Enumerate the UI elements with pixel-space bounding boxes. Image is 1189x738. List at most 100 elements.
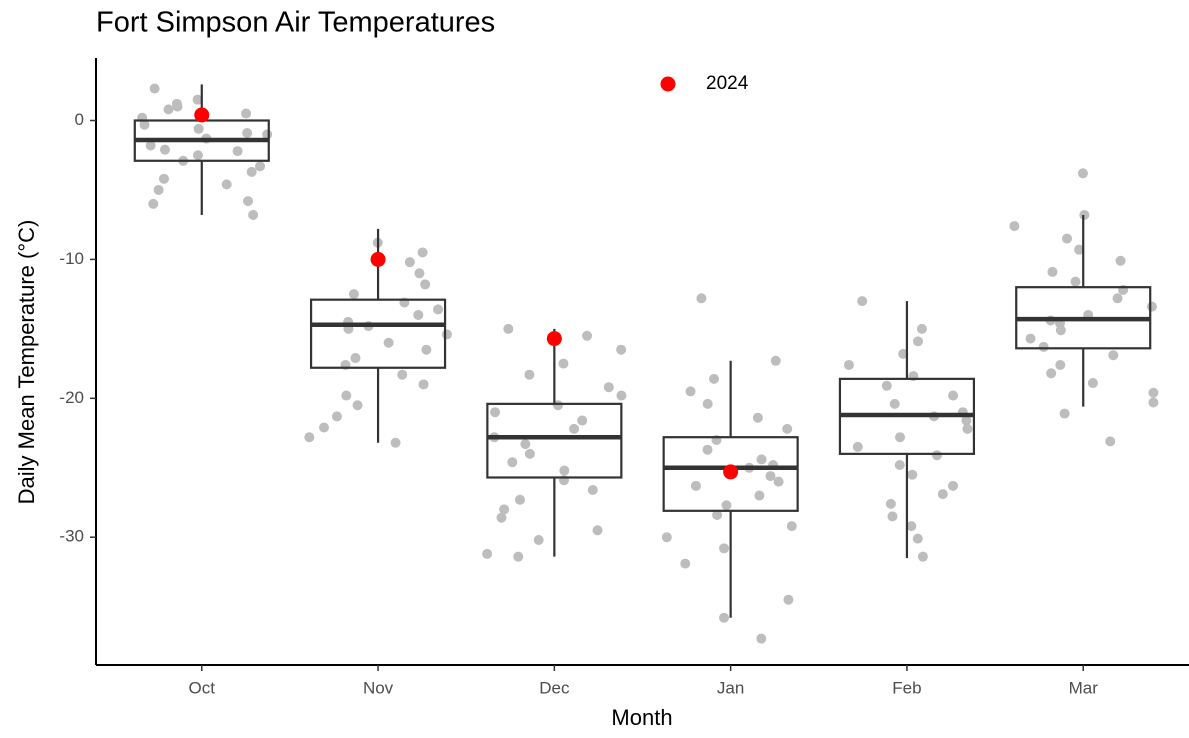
jitter-point — [786, 521, 797, 532]
jitter-point — [192, 150, 203, 161]
box — [309, 298, 447, 369]
jitter-point — [1009, 221, 1020, 232]
jitter-point — [756, 633, 767, 644]
jitter-point — [1087, 378, 1098, 389]
x-axis-title: Month — [611, 705, 672, 730]
jitter-point — [1105, 436, 1116, 447]
jitter-point — [248, 209, 259, 220]
jitter-point — [661, 532, 672, 543]
jitter-point — [1062, 233, 1073, 244]
jitter-point — [1115, 255, 1126, 266]
jitter-point — [148, 198, 159, 209]
chart-title: Fort Simpson Air Temperatures — [96, 7, 495, 39]
x-tick-label: Mar — [1069, 678, 1099, 697]
box — [662, 436, 799, 512]
x-tick-label: Nov — [363, 678, 394, 697]
jitter-point — [145, 140, 156, 151]
jitter-point — [1055, 325, 1066, 336]
jitter-point — [499, 504, 510, 515]
jitter-point — [916, 323, 927, 334]
jitter-point — [397, 369, 408, 380]
jitter-point — [241, 108, 252, 119]
jitter-point — [232, 146, 243, 157]
jitter-point — [894, 459, 905, 470]
jitter-point — [513, 551, 524, 562]
jitter-point — [559, 465, 570, 476]
jitter-point — [193, 123, 204, 134]
jitter-point — [420, 279, 431, 290]
jitter-point — [719, 612, 730, 623]
jitter-point — [582, 330, 593, 341]
y-axis-title: Daily Mean Temperature (°C) — [14, 220, 39, 505]
jitter-point — [433, 304, 444, 315]
jitter-point — [702, 444, 713, 455]
x-tick-label: Oct — [189, 678, 216, 697]
jitter-point — [158, 173, 169, 184]
y-tick-label: -20 — [59, 388, 84, 407]
jitter-point — [159, 144, 170, 155]
jitter-point — [765, 471, 776, 482]
jitter-point — [192, 94, 203, 105]
jitter-point — [153, 184, 164, 195]
jitter-point — [319, 422, 330, 433]
jitter-point — [163, 104, 174, 115]
jitter-point — [482, 548, 493, 559]
jitter-point — [719, 543, 730, 554]
jitter-point — [773, 476, 784, 487]
y-tick-label: -10 — [59, 249, 84, 268]
jitter-point — [917, 551, 928, 562]
jitter-point — [906, 521, 917, 532]
jitter-point — [417, 247, 428, 258]
jitter-point — [962, 423, 973, 434]
jitter-point — [503, 323, 514, 334]
y-tick-label: -30 — [59, 527, 84, 546]
jitter-point — [708, 373, 719, 384]
jitter-point — [441, 329, 452, 340]
jitter-point — [948, 390, 959, 401]
jitter-point — [889, 398, 900, 409]
jitter-point — [533, 534, 544, 545]
jitter-point — [690, 480, 701, 491]
jitter-point — [524, 369, 535, 380]
jitter-point — [587, 484, 598, 495]
jitter-point — [421, 344, 432, 355]
jitter-point — [1070, 276, 1081, 287]
jitter-point — [524, 448, 535, 459]
jitter-point — [1148, 387, 1159, 398]
jitter-point — [907, 469, 918, 480]
jitter-point — [592, 525, 603, 536]
jitter-point — [680, 558, 691, 569]
legend-marker — [660, 76, 676, 92]
jitter-point — [350, 353, 361, 364]
jitter-point — [881, 380, 892, 391]
jitter-point — [931, 450, 942, 461]
jitter-point — [1112, 293, 1123, 304]
jitter-point — [1077, 168, 1088, 179]
jitter-point — [255, 161, 266, 172]
jitter-point — [569, 423, 580, 434]
jitter-point — [885, 498, 896, 509]
jitter-point — [852, 441, 863, 452]
highlight-point — [370, 251, 386, 267]
jitter-point — [404, 257, 415, 268]
jitter-point — [246, 166, 257, 177]
jitter-point — [139, 119, 150, 130]
jitter-point — [1046, 368, 1057, 379]
jitter-point — [418, 379, 429, 390]
jitter-point — [895, 432, 906, 443]
jitter-point — [887, 511, 898, 522]
jitter-point — [948, 480, 959, 491]
jitter-point — [1059, 408, 1070, 419]
x-tick-label: Feb — [892, 678, 921, 697]
jitter-point — [770, 355, 781, 366]
jitter-point — [603, 382, 614, 393]
jitter-point — [783, 594, 794, 605]
jitter-point — [782, 423, 793, 434]
jitter-point — [702, 398, 713, 409]
jitter-point — [616, 390, 627, 401]
highlight-point — [723, 464, 739, 480]
jitter-point — [721, 500, 732, 511]
jitter-point — [331, 411, 342, 422]
jitter-point — [1079, 209, 1090, 220]
